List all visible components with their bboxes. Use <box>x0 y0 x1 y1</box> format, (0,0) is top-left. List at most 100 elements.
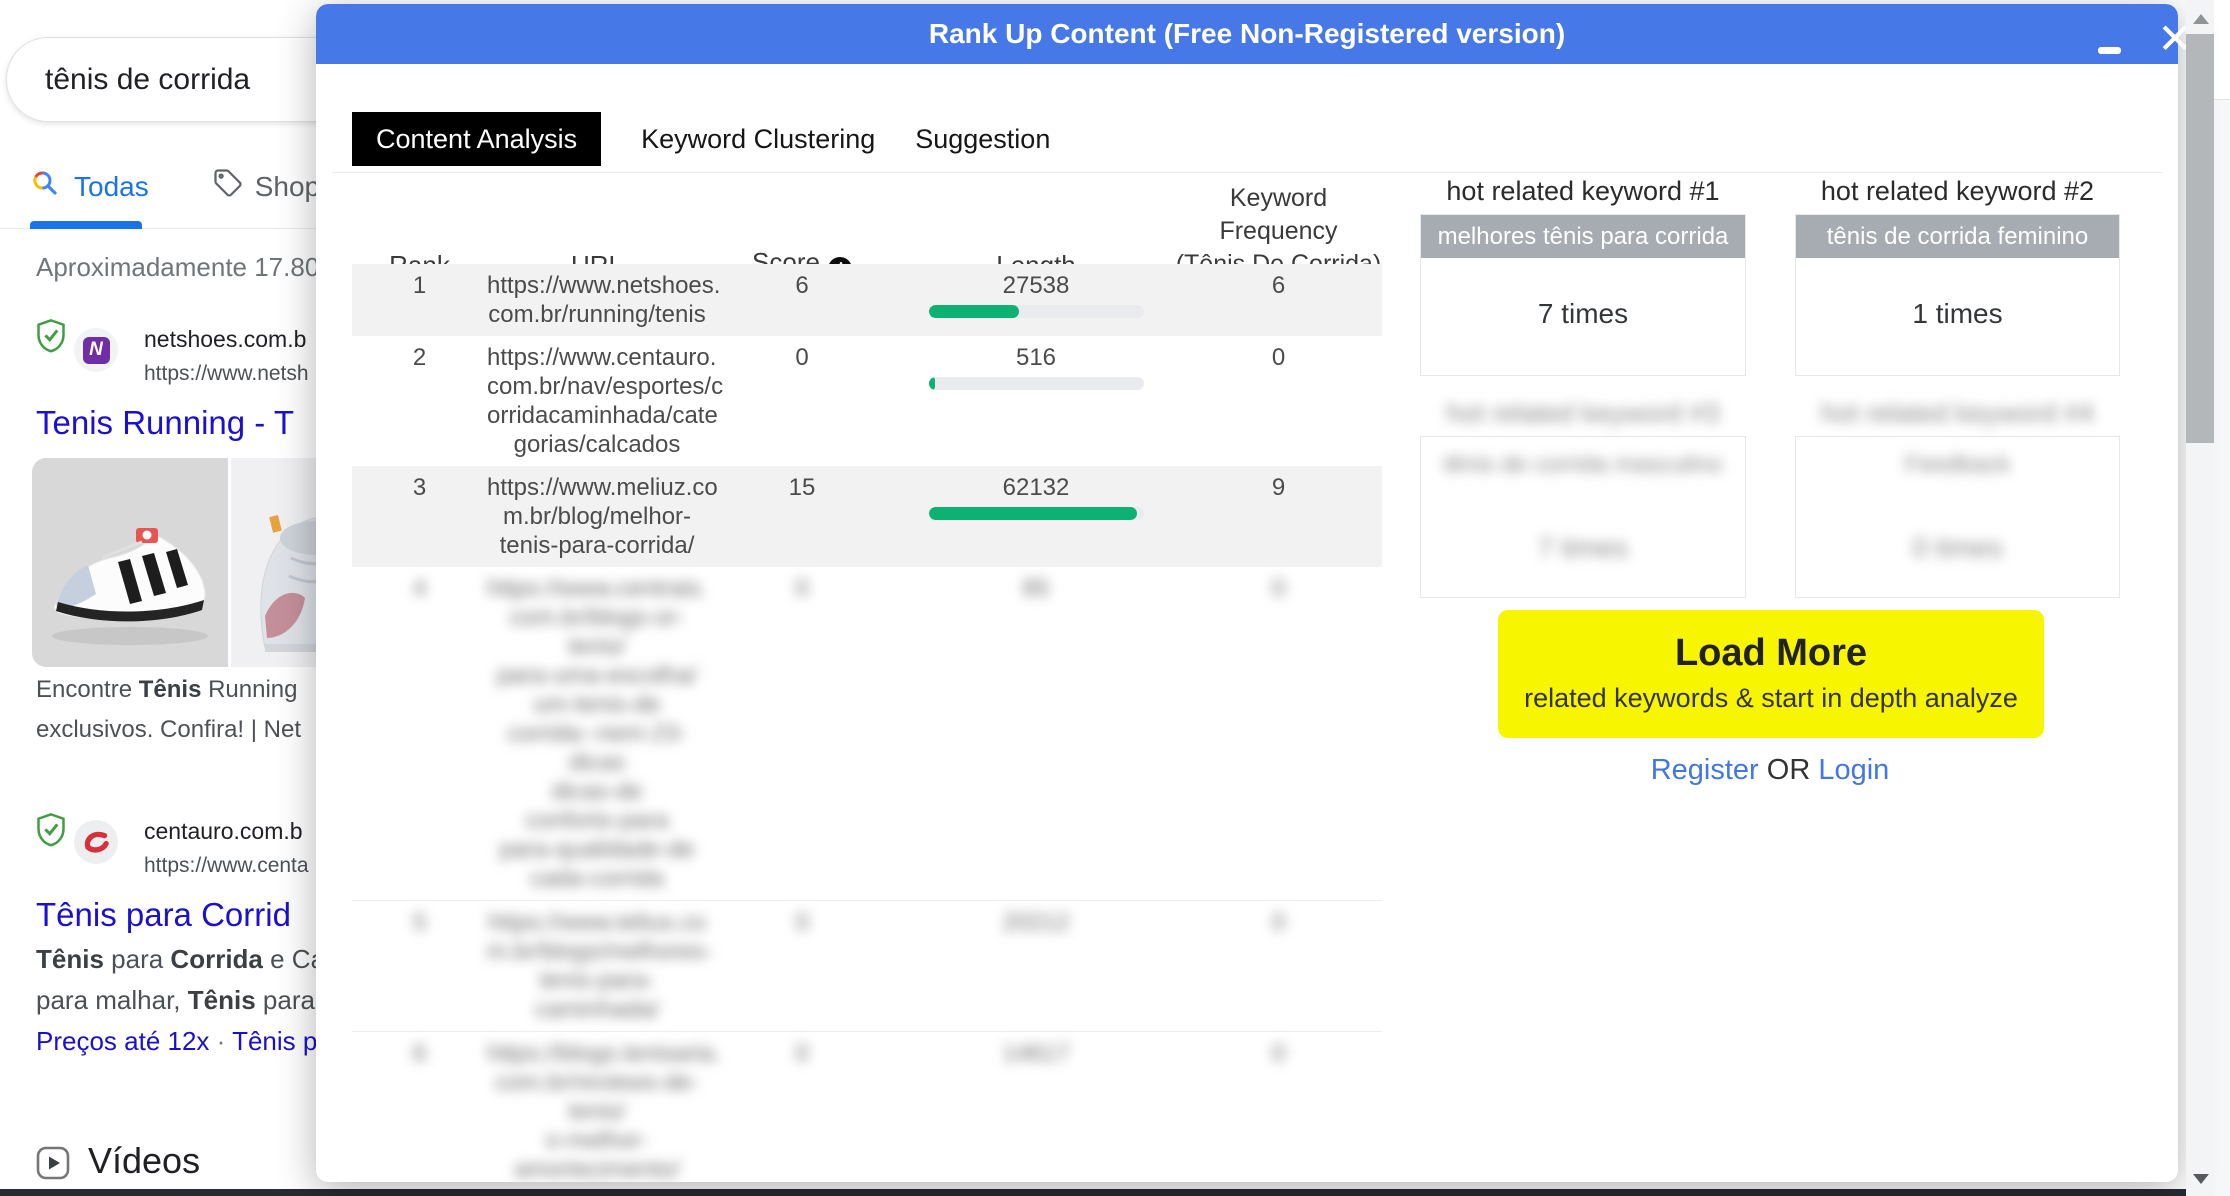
cell-url: https://www.meliuz.co m.br/blog/melhor-te… <box>487 474 718 559</box>
scrollbar-down-arrow[interactable] <box>2193 1174 2209 1184</box>
cell-score: 15 <box>788 474 816 501</box>
cell-length: 14617 <box>1002 1040 1070 1067</box>
cell-rank: 1 <box>412 272 427 299</box>
centauro-favicon <box>74 820 118 864</box>
sitelink-tenis[interactable]: Tênis pa <box>232 1026 332 1056</box>
result-sitelinks: Preços até 12x · Tênis pa <box>36 1026 332 1056</box>
result-description-line2: exclusivos. Confira! | Net <box>36 716 301 743</box>
related-keywords-panel: hot related keyword #1 melhores tênis par… <box>1420 176 2120 786</box>
length-progress-bar <box>928 305 1144 318</box>
table-row: 5 https://www.telius.co m.br/blogs/melhore… <box>352 900 1382 1031</box>
tab-content-analysis[interactable]: Content Analysis <box>352 112 602 166</box>
login-link[interactable]: Login <box>1818 754 1890 786</box>
keyword-badge: tênis de corrida masculino <box>1443 450 1723 478</box>
result-site-name[interactable]: centauro.com.b <box>144 818 303 844</box>
related-keyword-label: hot related keyword #2 <box>1820 176 2095 206</box>
scrollbar-up-arrow[interactable] <box>2193 14 2209 24</box>
tabs-divider <box>332 172 2162 173</box>
modal-tabs: Content Analysis Keyword Clustering Sugg… <box>352 112 1050 166</box>
window-edge-strip <box>2214 99 2230 1196</box>
related-keyword-card[interactable]: Feedback 0 times <box>1795 436 2120 598</box>
load-more-sublabel: related keywords & start in depth analyz… <box>1524 683 2018 713</box>
cell-score: 0 <box>795 344 809 371</box>
cell-score: 0 <box>795 575 809 602</box>
table-row: 1 https://www.netshoes. com.br/running/ten… <box>352 264 1382 336</box>
cell-length: 85 <box>1022 575 1050 602</box>
keyword-times: 7 times <box>1537 532 1629 563</box>
analysis-table-rows: 1 https://www.netshoes. com.br/running/ten… <box>352 264 1382 1182</box>
cell-frequency: 0 <box>1271 909 1286 936</box>
cell-length: 20212 <box>1002 909 1070 936</box>
related-keyword-item: hot related keyword #3 tênis de corrida m… <box>1420 398 1746 598</box>
result-title-link[interactable]: Tênis para Corrid <box>36 896 291 933</box>
tabs-divider <box>0 228 420 229</box>
cell-frequency: 0 <box>1271 1040 1286 1067</box>
shopping-tag-icon <box>213 168 243 205</box>
site-safety-shield-icon[interactable] <box>36 318 66 359</box>
related-keyword-card[interactable]: tênis de corrida masculino 7 times <box>1420 436 1746 598</box>
length-progress-bar <box>928 507 1144 520</box>
cell-length: 27538 <box>897 271 1175 329</box>
cell-frequency: 9 <box>1271 474 1286 501</box>
cell-frequency: 0 <box>1271 575 1286 602</box>
modal-title: Rank Up Content (Free Non-Registered ver… <box>928 18 1566 49</box>
cell-length: 62132 <box>897 473 1175 560</box>
keyword-badge: melhores tênis para corrida <box>1421 215 1745 258</box>
taskbar-edge <box>0 1189 2186 1196</box>
related-keyword-item: hot related keyword #2 tênis de corrida f… <box>1795 176 2120 376</box>
sitelink-precos[interactable]: Preços até 12x <box>36 1026 210 1056</box>
cell-url: https://www.centrais. com.br/blogs-or-ten… <box>487 575 708 892</box>
related-keyword-card[interactable]: melhores tênis para corrida 7 times <box>1420 214 1746 376</box>
related-keyword-card[interactable]: tênis de corrida feminino 1 times <box>1795 214 2120 376</box>
scrollbar-thumb[interactable] <box>2186 34 2214 443</box>
cell-score: 0 <box>795 1040 809 1067</box>
related-keyword-label: hot related keyword #1 <box>1446 176 1720 206</box>
tab-keyword-clustering[interactable]: Keyword Clustering <box>641 123 876 154</box>
modal-header[interactable]: Rank Up Content (Free Non-Registered ver… <box>316 4 2178 64</box>
related-keyword-item: hot related keyword #4 Feedback 0 times <box>1795 398 2120 598</box>
tab-suggestion[interactable]: Suggestion <box>915 123 1051 154</box>
related-keyword-label: hot related keyword #3 <box>1446 398 1720 428</box>
keyword-times: 1 times <box>1912 298 2003 329</box>
related-grid: hot related keyword #1 melhores tênis par… <box>1420 176 2120 598</box>
cell-rank: 5 <box>412 909 427 936</box>
keyword-badge: Feedback <box>1904 450 2011 478</box>
site-safety-shield-icon[interactable] <box>36 812 66 853</box>
register-link[interactable]: Register <box>1650 754 1759 786</box>
length-progress-bar <box>928 377 1144 390</box>
keyword-times: 7 times <box>1537 298 1629 329</box>
result-image-shoe-white-adidas[interactable] <box>32 458 228 667</box>
load-more-button[interactable]: Load More related keywords & start in de… <box>1498 610 2044 738</box>
rank-up-content-modal: Rank Up Content (Free Non-Registered ver… <box>316 4 2178 1182</box>
videos-play-icon <box>36 1146 70 1180</box>
netshoes-logo-letter: N <box>82 336 110 364</box>
videos-heading: Vídeos <box>88 1140 201 1181</box>
cell-url: https://www.telius.co m.br/blogs/melhores… <box>487 909 713 1023</box>
result-description-line1: Tênis para Corrida e Ca <box>36 944 326 974</box>
table-row: 3 https://www.meliuz.co m.br/blog/melhor-t… <box>352 466 1382 567</box>
cell-score: 0 <box>795 909 809 936</box>
result-title-link[interactable]: Tenis Running - T <box>36 404 295 441</box>
cell-url: https://www.centauro. com.br/nav/esportes… <box>487 344 724 458</box>
search-input[interactable]: tênis de corrida <box>45 62 251 96</box>
result-site-url[interactable]: https://www.centa <box>144 854 309 877</box>
results-count: Aproximadamente 17.800 <box>36 252 334 282</box>
table-row: 2 https://www.centauro. com.br/nav/esporte… <box>352 336 1382 466</box>
result-site-url[interactable]: https://www.netsh <box>144 362 309 385</box>
related-keyword-label: hot related keyword #4 <box>1820 398 2095 428</box>
google-tabs: Todas Shopping <box>30 168 373 205</box>
cell-rank: 6 <box>412 1040 427 1067</box>
cell-frequency: 6 <box>1271 272 1286 299</box>
minimize-button[interactable] <box>2098 47 2121 54</box>
keyword-badge: tênis de corrida feminino <box>1796 215 2119 258</box>
cell-length: 516 <box>897 343 1175 459</box>
cell-rank: 4 <box>412 575 427 602</box>
cell-rank: 2 <box>412 344 427 371</box>
cell-url: https://www.netshoes. com.br/running/teni… <box>487 272 721 328</box>
cell-frequency: 0 <box>1271 344 1286 371</box>
active-tab-underline <box>30 221 142 229</box>
tab-todas[interactable]: Todas <box>30 168 149 205</box>
result-description-line1: Encontre Tênis Running <box>36 676 298 703</box>
result-site-name[interactable]: netshoes.com.b <box>144 326 307 352</box>
